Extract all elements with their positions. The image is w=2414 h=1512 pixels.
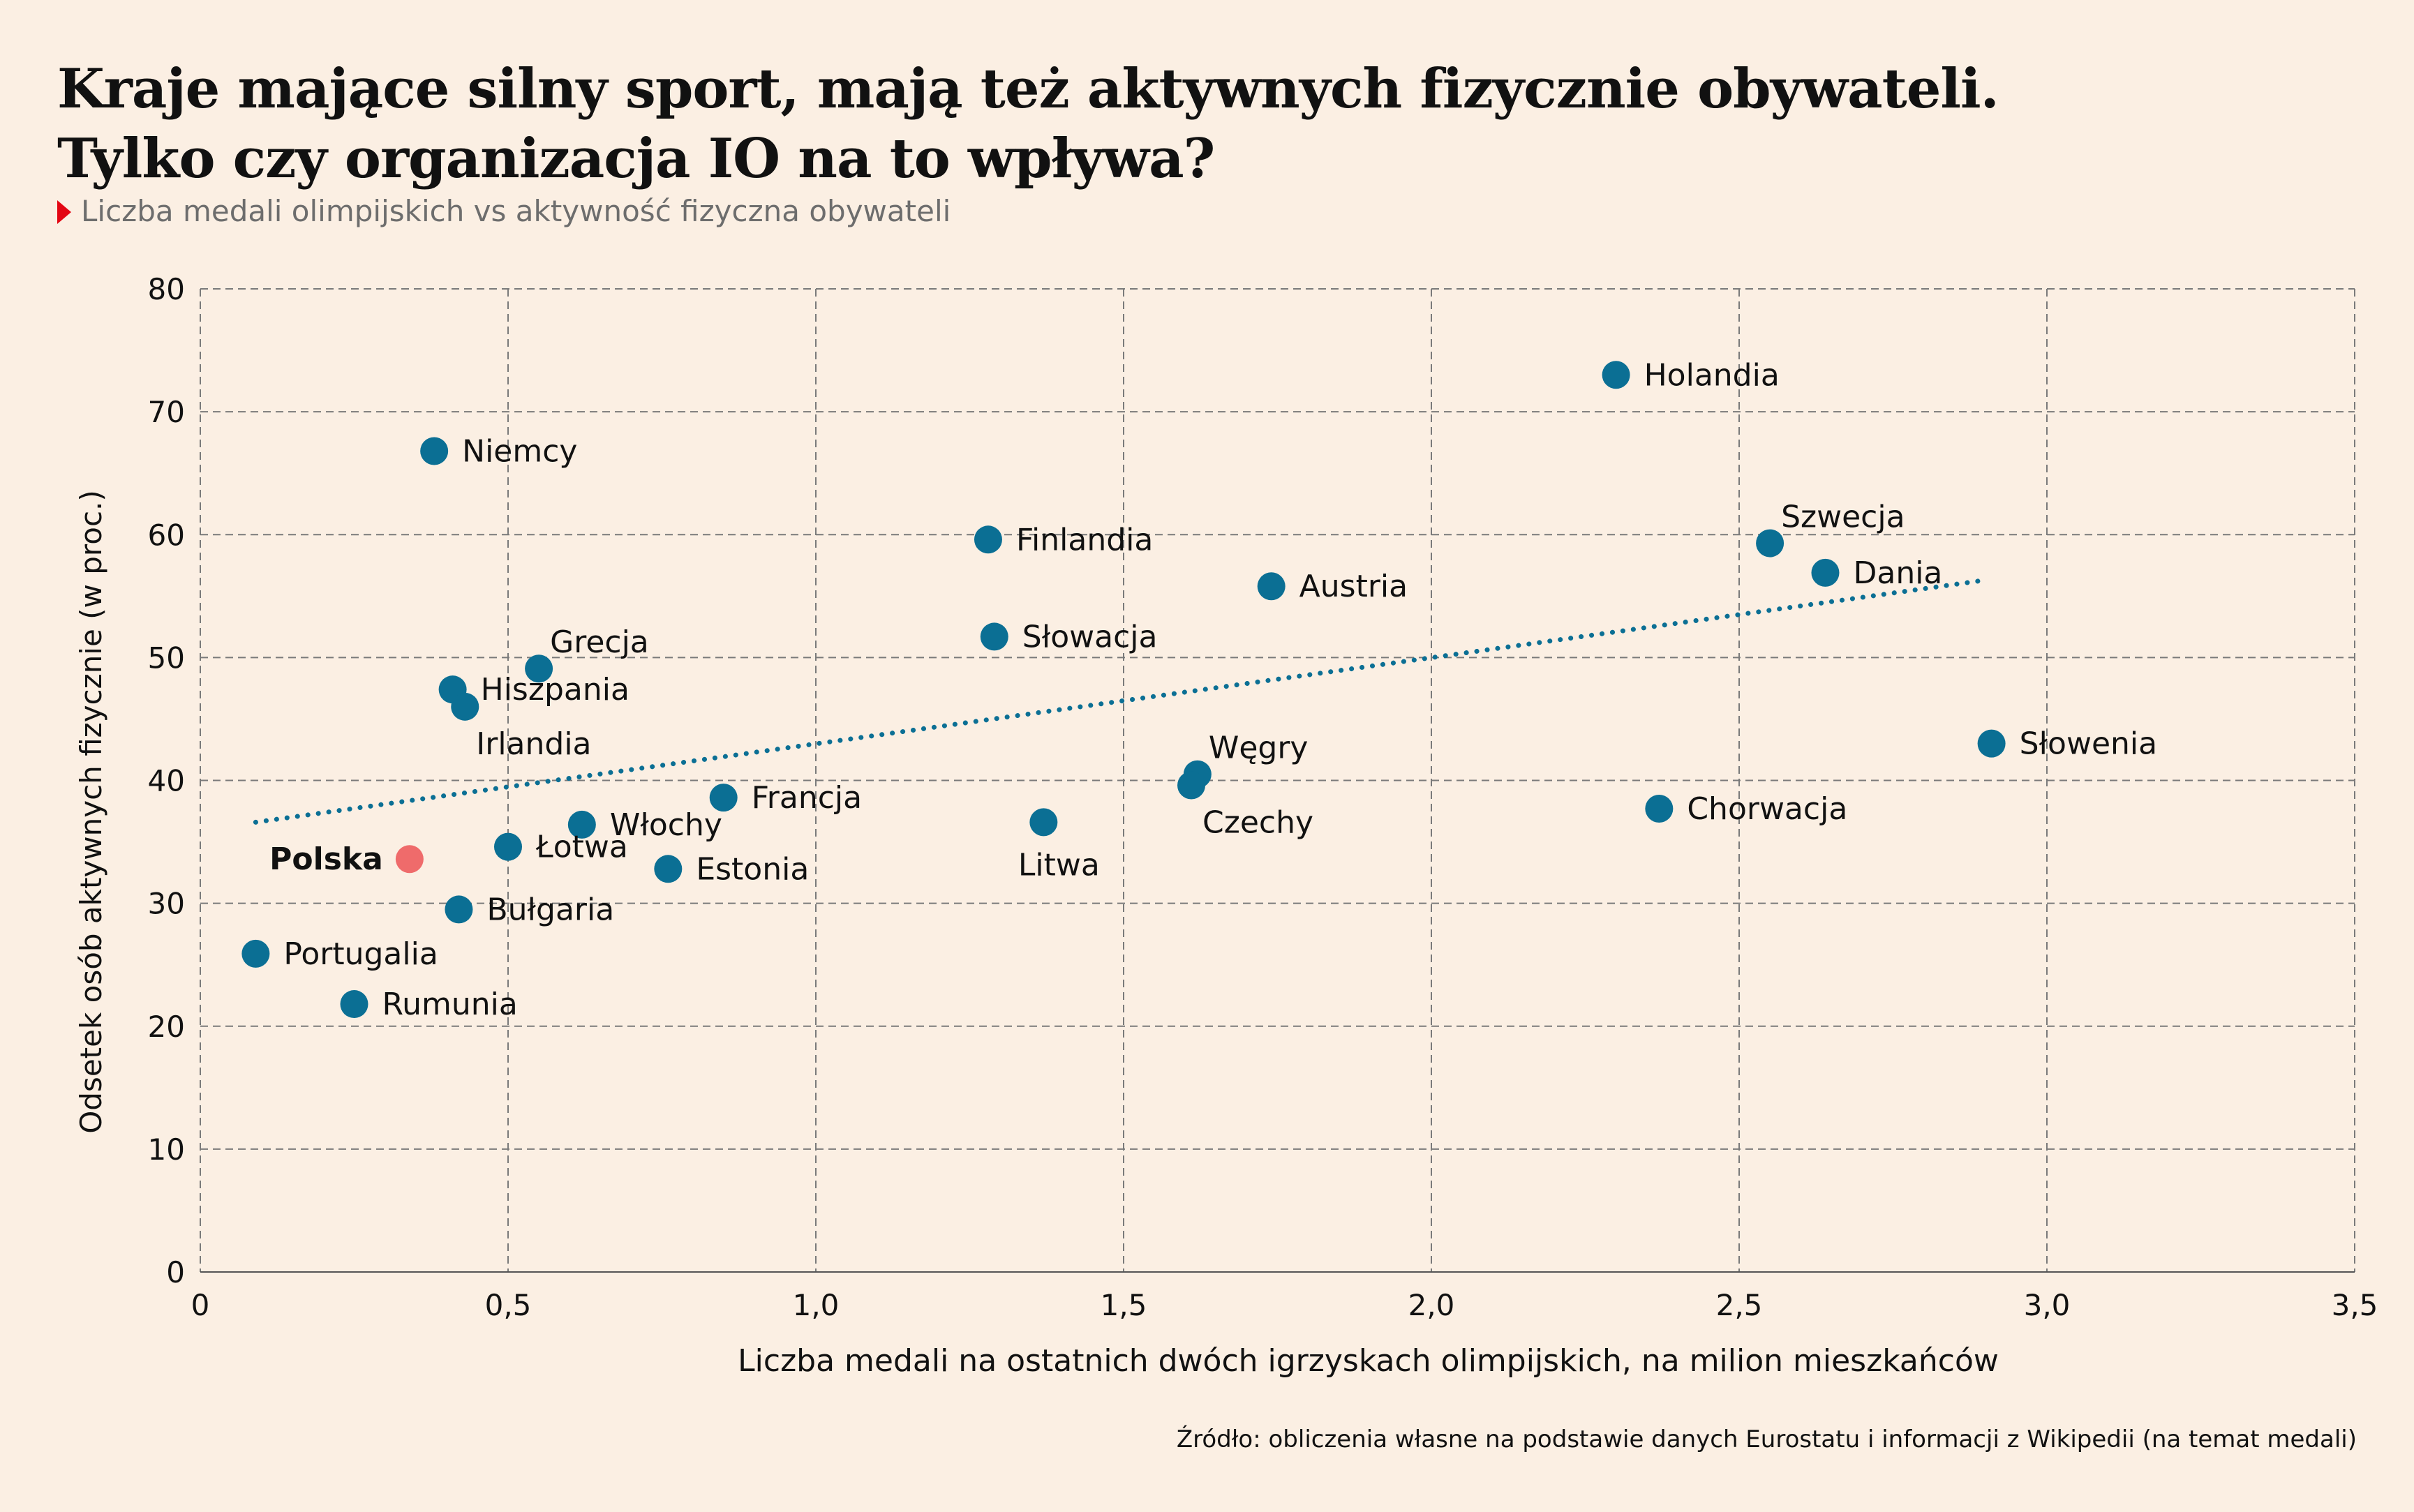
y-axis-label: Odsetek osób aktywnych fizycznie (w proc… [74,490,108,1134]
y-tick-label: 50 [148,641,185,675]
data-point [980,622,1008,651]
data-point [1602,361,1630,389]
data-point [451,692,479,721]
y-tick-label: 0 [166,1255,185,1289]
x-tick-label: 0,5 [485,1288,532,1322]
point-label: Czechy [1202,805,1313,841]
data-point [1177,771,1206,800]
point-label: Włochy [610,807,722,843]
data-point [1645,795,1674,823]
y-tick-label: 60 [148,518,185,552]
point-label: Łotwa [535,830,628,865]
data-point [1029,808,1058,837]
data-point [1756,529,1785,557]
x-tick-label: 0 [191,1288,210,1322]
data-point [494,832,522,861]
chart-title-line-1: Kraje mające silny sport, mają też aktyw… [57,57,1999,121]
y-tick-label: 30 [148,887,185,921]
point-label: Niemcy [462,433,577,469]
point-label: Hiszpania [481,672,629,708]
point-label: Bułgaria [486,892,614,927]
point-label: Słowenia [2020,726,2157,762]
x-tick-label: 3,5 [2332,1288,2378,1322]
point-label: Litwa [1018,847,1100,883]
data-point [974,525,1002,554]
data-point [709,784,738,812]
point-label: Estonia [696,851,809,887]
point-label: Dania [1853,555,1942,591]
x-tick-label: 2,0 [1408,1288,1455,1322]
point-label: Szwecja [1781,500,1905,535]
data-point [1257,572,1286,601]
point-label: Chorwacja [1687,791,1847,827]
x-tick-label: 2,5 [1716,1288,1763,1322]
point-label: Rumunia [382,987,518,1022]
data-point [340,990,368,1019]
chart-title: Kraje mające silny sport, mają też aktyw… [57,54,1999,194]
data-points [241,361,2006,1019]
point-label: Francja [752,780,862,816]
trendline-group [253,577,1988,825]
point-label: Holandia [1644,357,1780,393]
data-point [525,654,553,683]
point-label: Słowacja [1022,619,1158,654]
trendline [253,577,1988,825]
red-triangle-icon [57,200,71,224]
y-tick-label: 80 [148,272,185,306]
point-label: Polska [269,841,383,877]
point-label: Grecja [550,624,649,660]
data-point [1811,558,1840,587]
data-point [567,810,596,839]
point-labels: Holandia Niemcy Szwecja Finlandia Dania Austr… [269,357,2157,1022]
chart-subtitle: Liczba medali olimpijskich vs aktywność … [57,194,951,228]
data-point [1977,729,2006,758]
chart-subtitle-text: Liczba medali olimpijskich vs aktywność … [81,194,951,228]
point-label: Portugalia [283,936,438,972]
x-tick-label: 3,0 [2024,1288,2071,1322]
x-axis-label: Liczba medali na ostatnich dwóch igrzysk… [738,1343,1999,1379]
y-tick-label: 10 [148,1132,185,1167]
point-label: Austria [1299,569,1408,604]
y-tick-label: 40 [148,764,185,798]
data-point [445,895,473,924]
chart-title-line-2: Tylko czy organizacja IO na to wpływa? [57,127,1215,190]
y-tick-label: 20 [148,1010,185,1044]
axes: 0 10 20 30 40 50 60 70 80 0 0,5 1,0 1,5 2,0 2,5 3,0 3,5 [148,272,2378,1322]
point-label: Finlandia [1016,522,1153,557]
point-label: Węgry [1209,731,1309,766]
point-label: Irlandia [476,726,591,762]
y-tick-label: 70 [148,395,185,429]
data-point [420,437,449,465]
source-note: Źródło: obliczenia własne na podstawie d… [1176,1425,2357,1453]
x-tick-label: 1,0 [793,1288,840,1322]
data-point [654,855,683,883]
data-point [241,939,270,968]
x-tick-label: 1,5 [1101,1288,1147,1322]
data-point [395,845,424,874]
